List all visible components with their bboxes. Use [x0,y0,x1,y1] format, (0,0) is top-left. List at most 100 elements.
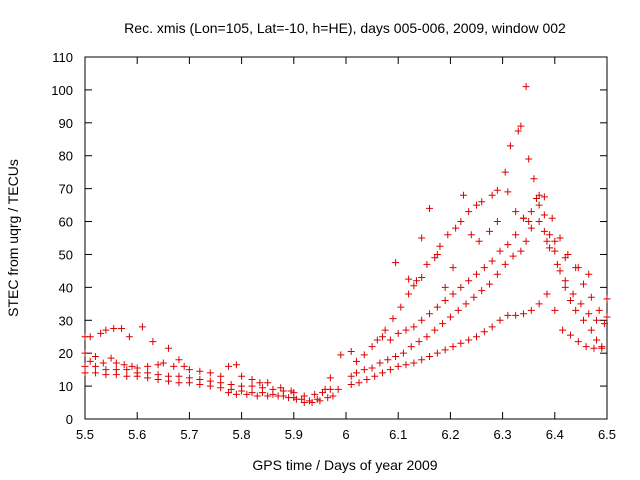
data-point [180,362,188,370]
data-point [86,333,94,341]
data-point [553,260,561,268]
data-point [598,344,606,352]
data-point [600,320,608,328]
data-point [470,293,478,301]
data-point [561,283,569,291]
data-point [402,326,410,334]
data-point [426,352,434,360]
data-point [535,300,543,308]
data-point [394,362,402,370]
data-point [457,339,465,347]
data-point [138,323,146,331]
data-point [412,277,420,285]
data-point [128,362,136,370]
data-point [465,208,473,216]
data-point [582,343,590,351]
data-point [97,329,105,337]
y-tick-label: 70 [59,182,73,197]
data-point [196,380,204,388]
data-point [501,260,509,268]
data-point [91,352,99,360]
data-point [185,379,193,387]
data-point [112,371,120,379]
data-point [462,300,470,308]
data-point [535,201,543,209]
data-point [436,242,444,250]
data-point [577,300,585,308]
data-point [423,333,431,341]
data-point [486,227,494,235]
data-point [504,188,512,196]
data-point [373,336,381,344]
data-point [232,361,240,369]
data-point [243,390,251,398]
data-point [587,293,595,301]
data-point [504,241,512,249]
data-point [439,320,447,328]
data-point [473,333,480,341]
data-point [559,326,567,334]
data-point [175,356,183,364]
data-point [501,168,509,176]
data-point [410,359,418,367]
data-point [473,270,480,278]
data-point [527,224,535,232]
data-point [519,214,527,222]
y-tick-label: 0 [66,412,73,427]
data-point [590,344,598,352]
data-point [381,326,389,334]
data-point [467,231,475,239]
data-point [149,338,157,346]
data-point [123,366,131,374]
data-point [493,270,501,278]
data-point [580,316,588,324]
data-point [389,315,397,323]
x-axis-title: GPS time / Days of year 2009 [252,457,437,473]
data-point [496,247,504,255]
y-tick-label: 100 [51,83,73,98]
data-point [546,244,554,252]
data-point [509,252,517,260]
x-tick-label: 5.9 [285,427,303,442]
x-tick-label: 5.8 [233,427,251,442]
data-point [587,326,595,334]
data-point [217,384,225,392]
data-point [238,372,246,380]
data-point [81,362,89,370]
data-point [165,377,173,385]
data-point [585,270,593,278]
data-point [352,369,360,377]
data-point [431,326,439,334]
data-point [269,390,277,398]
y-tick-label: 30 [59,313,73,328]
data-point [248,389,256,397]
data-point [384,356,392,364]
data-point [368,343,376,351]
data-point [446,313,454,321]
data-point [405,290,413,298]
data-point [376,359,384,367]
data-point [415,338,423,346]
data-point [410,282,418,290]
data-point [300,399,308,407]
data-point [543,290,551,298]
data-point [418,234,426,242]
data-point [347,380,355,388]
data-point [144,374,152,382]
data-point [277,384,285,392]
data-point [120,361,128,369]
chart-title: Rec. xmis (Lon=105, Lat=-10, h=HE), days… [124,20,566,36]
data-point [225,389,233,397]
data-point [154,376,162,384]
data-point [561,277,569,285]
data-point [572,306,580,314]
data-point [426,204,434,212]
data-point [107,354,115,362]
data-point [566,297,574,305]
data-point [292,395,300,403]
data-point [326,374,334,382]
data-point [603,295,611,303]
data-point [517,122,525,130]
data-point [426,310,434,318]
